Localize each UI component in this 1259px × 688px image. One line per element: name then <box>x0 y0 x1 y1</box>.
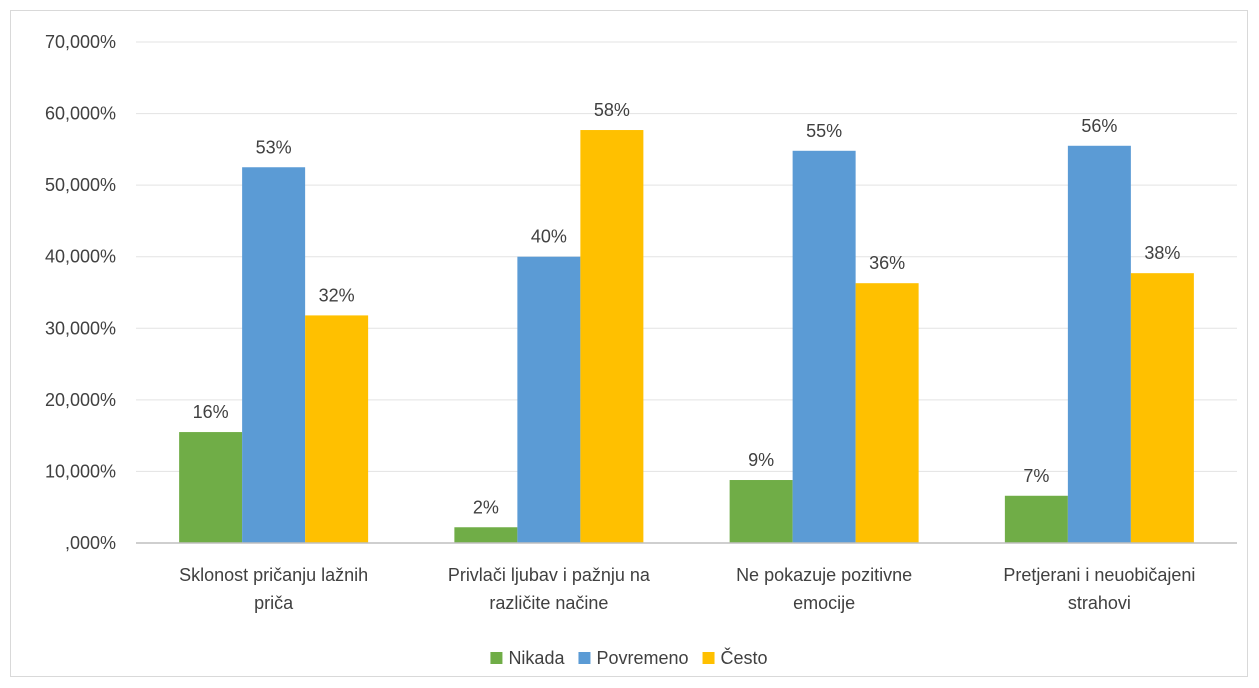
y-tick-label: 50,000% <box>45 175 116 195</box>
data-label: 9% <box>748 450 774 470</box>
bar-povremeno-1 <box>517 256 581 543</box>
y-tick-label: 20,000% <box>45 390 116 410</box>
y-tick-label: 60,000% <box>45 104 116 124</box>
bar-često-0 <box>305 315 369 543</box>
category-label: Pretjerani i neuobičajeni <box>1003 565 1195 585</box>
y-tick-label: 10,000% <box>45 461 116 481</box>
bar-povremeno-2 <box>792 150 856 543</box>
legend-label: Nikada <box>508 648 565 668</box>
legend-swatch-povremeno <box>578 652 591 664</box>
y-tick-label: ,000% <box>65 533 116 553</box>
y-tick-label: 70,000% <box>45 32 116 52</box>
data-label: 7% <box>1023 466 1049 486</box>
bar-nikada-2 <box>729 480 793 543</box>
bar-često-3 <box>1130 273 1194 543</box>
data-label: 58% <box>594 100 630 120</box>
data-label: 2% <box>473 497 499 517</box>
category-label: emocije <box>793 593 855 613</box>
bar-nikada-0 <box>179 432 243 543</box>
category-label: priča <box>254 593 294 613</box>
category-label: Privlači ljubav i pažnju na <box>448 565 651 585</box>
bar-povremeno-3 <box>1067 145 1131 543</box>
category-label: Ne pokazuje pozitivne <box>736 565 912 585</box>
legend-label: Povremeno <box>596 648 688 668</box>
bar-povremeno-0 <box>242 167 306 543</box>
y-tick-label: 40,000% <box>45 247 116 267</box>
data-label: 38% <box>1144 243 1180 263</box>
category-label: različite načine <box>489 593 608 613</box>
legend-label: Često <box>721 647 768 668</box>
data-label: 16% <box>193 402 229 422</box>
y-tick-label: 30,000% <box>45 318 116 338</box>
y-axis-ticks: ,000% 10,000% 20,000% 30,000% 40,000% 50,000%… <box>45 32 116 553</box>
category-label: Sklonost pričanju lažnih <box>179 565 368 585</box>
data-label: 53% <box>256 137 292 157</box>
bar-nikada-3 <box>1004 495 1068 543</box>
legend: Nikada Povremeno Često <box>490 647 768 668</box>
bar-često-1 <box>580 130 644 544</box>
data-label: 36% <box>869 253 905 273</box>
data-label: 56% <box>1081 116 1117 136</box>
data-label: 55% <box>806 121 842 141</box>
category-labels: Sklonost pričanju lažnih priča Privlači lj… <box>179 565 1195 613</box>
data-label: 40% <box>531 227 567 247</box>
legend-swatch-nikada <box>490 652 503 664</box>
legend-swatch-često <box>702 652 715 664</box>
bar-nikada-1 <box>454 527 518 543</box>
bar-često-2 <box>855 283 919 543</box>
category-label: strahovi <box>1068 593 1131 613</box>
bars <box>179 130 1194 544</box>
data-label: 32% <box>319 285 355 305</box>
data-labels: 16% 2% 9% 7% 53% 40% 55% 56% 32% 58% 36% 38% <box>193 100 1181 517</box>
